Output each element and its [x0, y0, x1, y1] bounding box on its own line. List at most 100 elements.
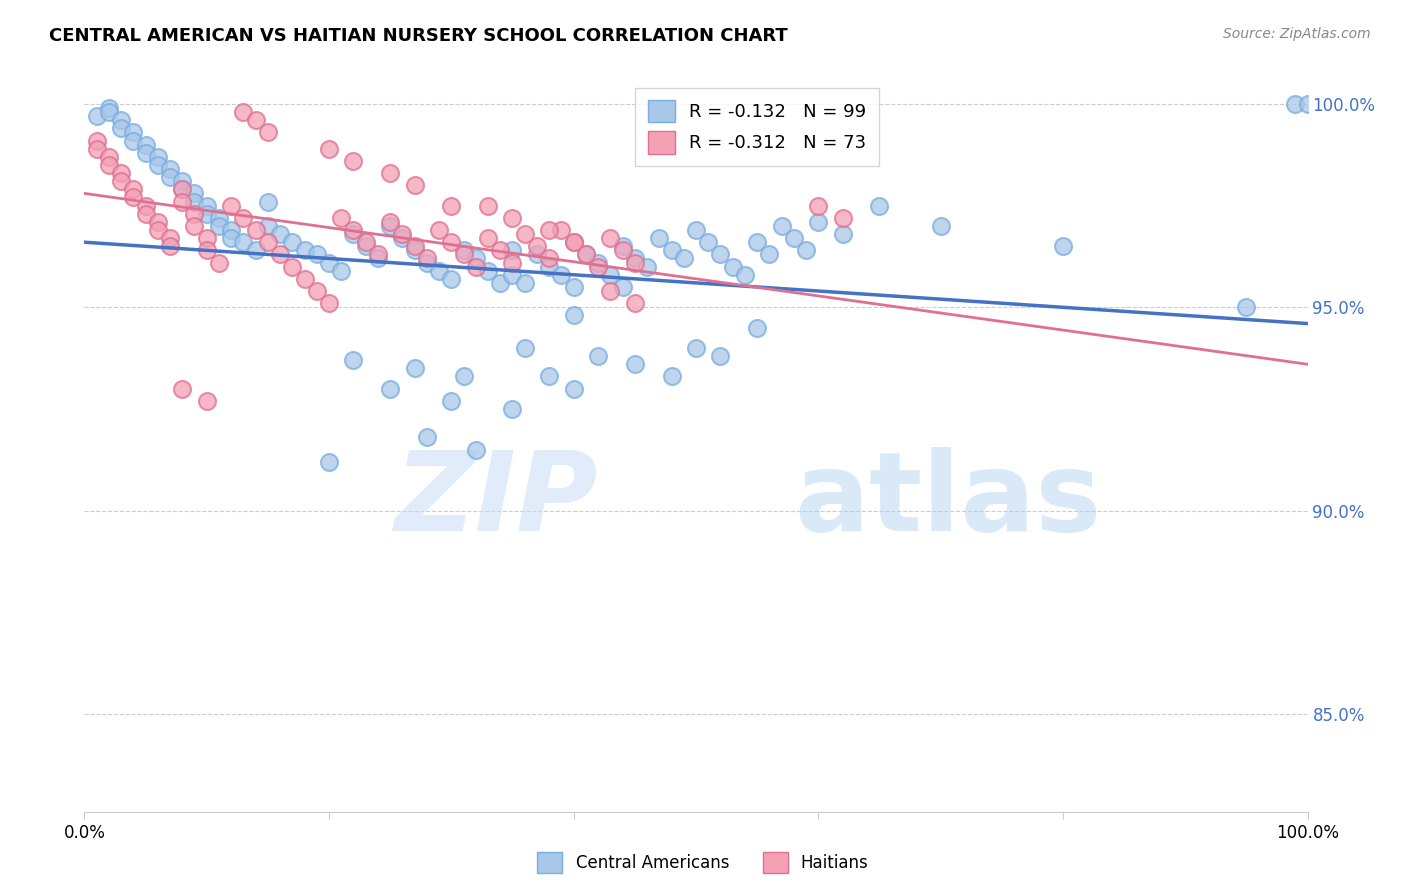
Point: [269, 247, 291, 261]
Point: [709, 349, 731, 363]
Point: [575, 247, 598, 261]
Point: [453, 247, 475, 261]
Point: [477, 231, 499, 245]
Point: [318, 455, 340, 469]
Point: [709, 247, 731, 261]
Point: [342, 153, 364, 168]
Point: [1052, 239, 1074, 253]
Point: [427, 263, 450, 277]
Point: [318, 296, 340, 310]
Point: [97, 150, 120, 164]
Text: Source: ZipAtlas.com: Source: ZipAtlas.com: [1223, 27, 1371, 41]
Point: [636, 260, 658, 274]
Point: [599, 231, 621, 245]
Point: [869, 198, 891, 212]
Point: [122, 125, 145, 139]
Point: [257, 125, 280, 139]
Point: [305, 247, 328, 261]
Point: [440, 272, 463, 286]
Point: [172, 182, 194, 196]
Point: [464, 252, 486, 266]
Point: [586, 349, 609, 363]
Point: [440, 198, 463, 212]
Point: [208, 255, 231, 269]
Point: [257, 235, 280, 250]
Point: [550, 268, 572, 282]
Point: [427, 223, 450, 237]
Point: [586, 255, 609, 269]
Point: [86, 134, 108, 148]
Point: [721, 260, 744, 274]
Point: [770, 219, 793, 233]
Point: [294, 272, 316, 286]
Point: [697, 235, 720, 250]
Point: [318, 142, 340, 156]
Point: [219, 223, 242, 237]
Point: [599, 284, 621, 298]
Point: [380, 382, 402, 396]
Point: [219, 198, 242, 212]
Point: [97, 105, 120, 120]
Point: [538, 252, 561, 266]
Point: [195, 207, 218, 221]
Point: [183, 194, 205, 209]
Point: [135, 207, 157, 221]
Point: [122, 190, 145, 204]
Point: [159, 239, 181, 253]
Point: [453, 244, 475, 258]
Point: [831, 211, 853, 225]
Point: [342, 353, 364, 368]
Legend: Central Americans, Haitians: Central Americans, Haitians: [530, 846, 876, 880]
Point: [489, 276, 512, 290]
Point: [195, 231, 218, 245]
Point: [624, 357, 647, 371]
Point: [86, 109, 108, 123]
Point: [330, 211, 353, 225]
Point: [195, 198, 218, 212]
Point: [685, 223, 707, 237]
Point: [354, 235, 377, 250]
Point: [734, 268, 756, 282]
Point: [648, 231, 671, 245]
Point: [1284, 96, 1306, 111]
Point: [562, 235, 585, 250]
Point: [110, 113, 132, 128]
Point: [783, 231, 806, 245]
Point: [404, 178, 426, 193]
Point: [367, 247, 389, 261]
Point: [404, 361, 426, 376]
Point: [575, 247, 598, 261]
Point: [416, 255, 439, 269]
Point: [380, 215, 402, 229]
Point: [513, 276, 536, 290]
Point: [110, 121, 132, 136]
Point: [97, 101, 120, 115]
Point: [747, 320, 769, 334]
Point: [172, 182, 194, 196]
Point: [342, 227, 364, 241]
Point: [502, 268, 524, 282]
Point: [661, 369, 683, 384]
Point: [245, 113, 267, 128]
Point: [354, 239, 377, 253]
Point: [110, 166, 132, 180]
Point: [612, 239, 634, 253]
Point: [562, 235, 585, 250]
Point: [526, 247, 548, 261]
Point: [294, 244, 316, 258]
Point: [672, 252, 695, 266]
Point: [135, 137, 157, 152]
Point: [502, 211, 524, 225]
Point: [146, 158, 169, 172]
Point: [586, 260, 609, 274]
Point: [122, 182, 145, 196]
Point: [195, 244, 218, 258]
Point: [257, 219, 280, 233]
Point: [477, 198, 499, 212]
Point: [195, 393, 218, 408]
Point: [1236, 301, 1258, 315]
Point: [661, 244, 683, 258]
Point: [807, 198, 830, 212]
Point: [404, 239, 426, 253]
Point: [146, 223, 169, 237]
